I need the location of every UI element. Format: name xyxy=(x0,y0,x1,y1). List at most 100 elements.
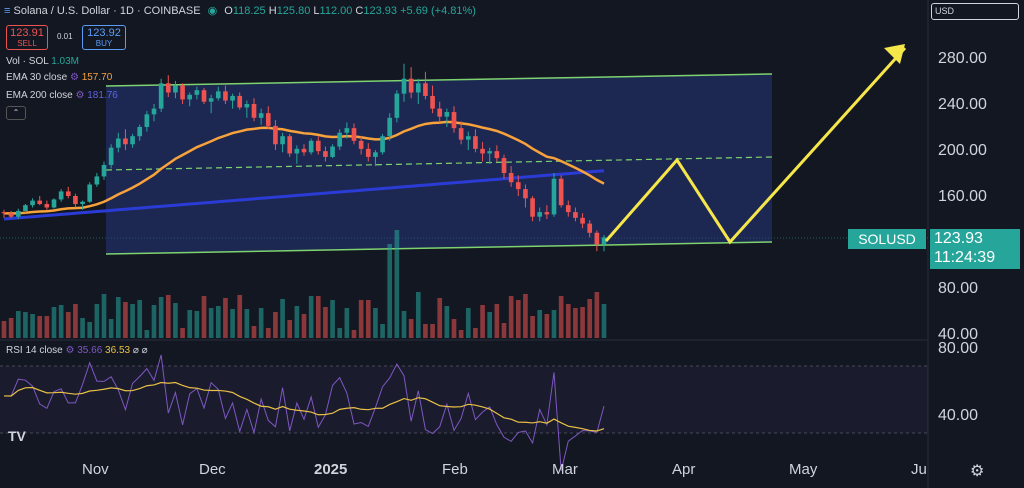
candle-body xyxy=(344,128,350,133)
volume-bar xyxy=(151,305,157,338)
symbol-title[interactable]: Solana / U.S. Dollar · 1D · COINBASE xyxy=(13,5,201,17)
candle-body xyxy=(508,173,514,183)
candle-body xyxy=(358,140,364,149)
low-value: 112.00 xyxy=(319,5,353,17)
volume-bar xyxy=(394,230,400,338)
volume-bar xyxy=(194,311,200,338)
candle-body xyxy=(501,158,507,173)
candle-body xyxy=(273,125,278,145)
candle-body xyxy=(258,113,264,118)
volume-bar xyxy=(501,323,507,338)
volume-bar xyxy=(401,311,407,338)
candle-body xyxy=(51,199,57,208)
candle-body xyxy=(565,205,571,213)
candle-body xyxy=(101,164,107,177)
volume-bar xyxy=(344,308,350,338)
volume-bar xyxy=(87,322,93,338)
candle-body xyxy=(601,237,607,245)
sell-button[interactable]: 123.91 SELL xyxy=(6,25,48,50)
candle-body xyxy=(323,151,328,157)
symbol-menu-icon[interactable]: ≡ xyxy=(4,5,11,17)
volume-bar xyxy=(494,304,500,338)
volume-bar xyxy=(223,298,228,338)
buy-button[interactable]: 123.92 BUY xyxy=(82,25,126,50)
candle-body xyxy=(244,104,250,108)
volume-bar xyxy=(487,312,493,338)
candle-body xyxy=(351,128,357,141)
candle-body xyxy=(294,148,300,154)
candle-body xyxy=(15,210,21,217)
volume-bar xyxy=(373,308,378,338)
candle-body xyxy=(94,176,100,185)
volume-bar xyxy=(515,300,521,338)
settings-icon[interactable]: ⚙ xyxy=(970,463,985,480)
candle-body xyxy=(580,217,585,224)
rsi-legend[interactable]: RSI 14 close ⚙ 35.66 36.53 ⌀ ⌀ xyxy=(6,345,148,356)
candle-body xyxy=(558,178,564,206)
y-tick-40: 40.00 xyxy=(938,326,979,343)
volume-bar xyxy=(530,316,535,338)
volume-bar xyxy=(94,304,100,338)
ema200-value: 181.76 xyxy=(87,90,118,101)
volume-legend[interactable]: Vol · SOL 1.03M xyxy=(6,56,79,67)
ema30-settings-icon[interactable]: ⚙ xyxy=(69,72,79,83)
ema200-settings-icon[interactable]: ⚙ xyxy=(75,90,85,101)
candle-body xyxy=(330,146,335,157)
volume-bar xyxy=(287,320,293,338)
rsi-line xyxy=(3,354,605,471)
rsi-tick-40: 40.00 xyxy=(938,407,979,424)
close-value: 123.93 xyxy=(363,5,398,17)
rsi-value: 35.66 xyxy=(77,345,103,356)
volume-bar xyxy=(251,326,257,338)
rsi-ma-line xyxy=(3,381,605,432)
candle-body xyxy=(523,189,528,199)
candle-body xyxy=(30,200,35,206)
sell-price: 123.91 xyxy=(10,27,44,39)
candle-body xyxy=(515,182,521,190)
ema200-legend[interactable]: EMA 200 close ⚙ 181.76 xyxy=(6,90,118,101)
x-label-nov: Nov xyxy=(82,461,109,478)
candle-body xyxy=(451,112,457,129)
volume-bar xyxy=(430,324,435,338)
eye-icon[interactable]: ⌀ ⌀ xyxy=(132,345,148,356)
high-value: 125.80 xyxy=(276,5,311,17)
volume-bar xyxy=(137,300,143,338)
channel-midline xyxy=(105,156,773,171)
candle-body xyxy=(194,90,200,95)
tradingview-logo-icon[interactable]: TV xyxy=(8,428,26,444)
volume-bar xyxy=(230,309,235,338)
candle-body xyxy=(380,136,385,153)
volume-bar xyxy=(73,304,78,338)
volume-bar xyxy=(380,324,385,338)
y-tick-200: 200.00 xyxy=(938,142,987,159)
last-price: 123.93 xyxy=(934,230,983,247)
sell-label: SELL xyxy=(17,39,37,48)
candle-body xyxy=(551,178,557,215)
volume-bar xyxy=(544,314,550,338)
volume-bar xyxy=(265,328,271,338)
chart-header: ≡ Solana / U.S. Dollar · 1D · COINBASE ◉… xyxy=(4,4,476,17)
ema30-legend[interactable]: EMA 30 close ⚙ 157.70 xyxy=(6,72,112,83)
x-label-mar: Mar xyxy=(552,461,578,478)
volume-bar xyxy=(558,296,564,338)
volume-bar xyxy=(473,328,478,338)
volume-bar xyxy=(294,306,300,338)
volume-bar xyxy=(365,300,371,338)
candle-body xyxy=(65,191,71,196)
candle-body xyxy=(587,223,593,233)
volume-bar xyxy=(208,308,214,338)
volume-bar xyxy=(15,311,21,338)
candle-body xyxy=(337,132,343,147)
collapse-legend-button[interactable]: ⌃ xyxy=(6,106,26,120)
collapse-icon: ⌃ xyxy=(12,108,20,117)
candle-body xyxy=(58,191,64,200)
candle-body xyxy=(423,83,428,96)
volume-bar xyxy=(201,296,207,338)
currency-select[interactable]: USD xyxy=(931,3,1019,20)
x-label-feb: Feb xyxy=(442,461,468,478)
x-label-apr: Apr xyxy=(672,461,696,478)
rsi-settings-icon[interactable]: ⚙ xyxy=(65,345,75,356)
low-key: L xyxy=(313,5,320,17)
volume-bar xyxy=(44,316,50,338)
